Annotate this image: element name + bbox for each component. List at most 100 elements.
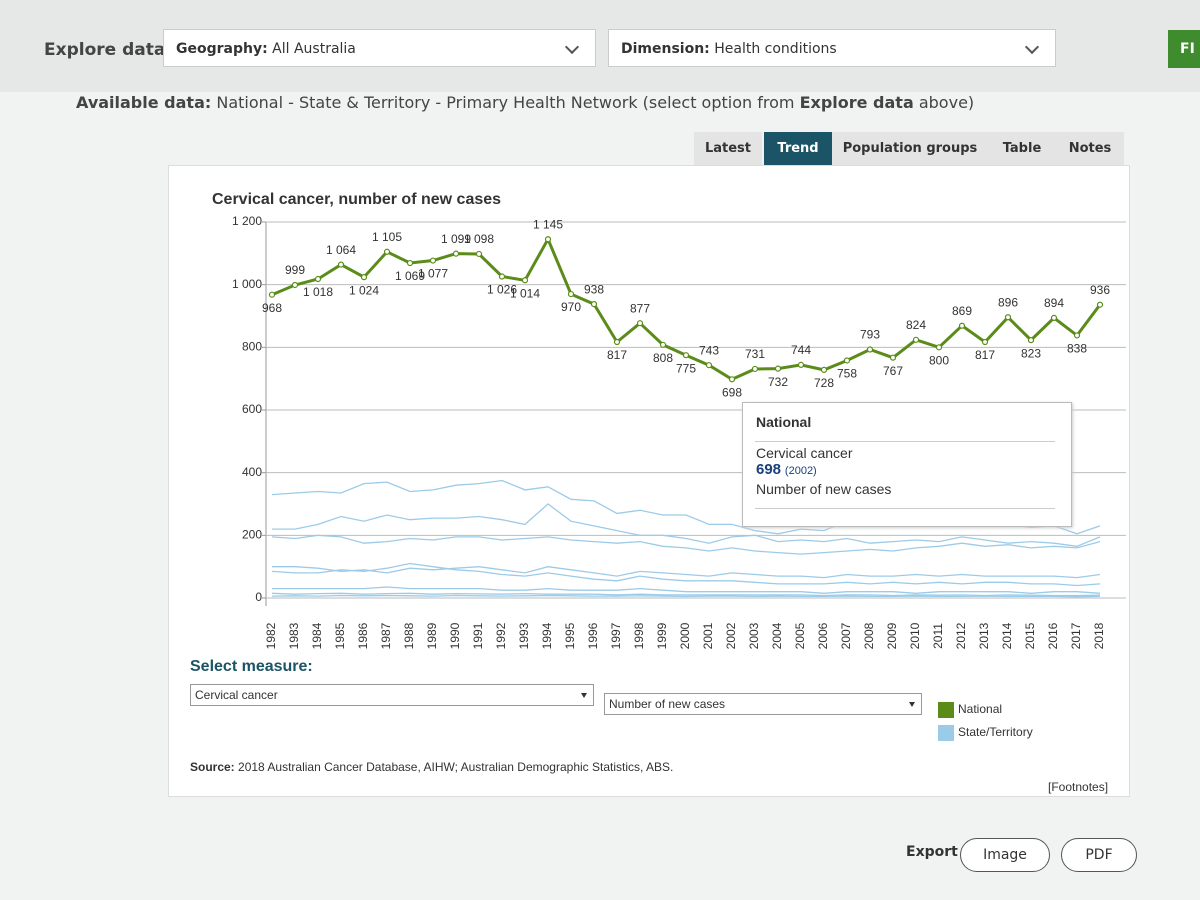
- data-label: 731: [745, 347, 765, 361]
- pdf-button[interactable]: PDF: [1061, 838, 1137, 872]
- tab[interactable]: Notes: [1056, 132, 1124, 165]
- data-label: 823: [1021, 346, 1041, 360]
- x-tick-label: 2007: [839, 622, 853, 649]
- tooltip-measure: Cervical cancer: [756, 445, 853, 461]
- point: [544, 236, 552, 243]
- data-label: 824: [906, 318, 926, 332]
- point: [797, 361, 805, 368]
- data-label: 808: [653, 351, 673, 365]
- x-tick-label: 2017: [1069, 622, 1083, 649]
- tab[interactable]: Population groups: [832, 132, 988, 165]
- point: [452, 250, 460, 257]
- point: [613, 338, 621, 346]
- point: [406, 259, 414, 267]
- text: National - State & Territory - Primary H…: [216, 93, 795, 112]
- point: [705, 362, 713, 369]
- tab[interactable]: Trend: [764, 132, 832, 165]
- legend-label: National: [958, 702, 1002, 716]
- data-label: 1 105: [372, 230, 402, 244]
- x-tick-label: 2012: [954, 622, 968, 649]
- x-tick-label: 2005: [793, 622, 807, 649]
- x-tick-label: 2000: [678, 622, 692, 649]
- legend-swatch: [938, 702, 954, 718]
- tooltip: National Cervical cancer 698 (2002) Numb…: [742, 402, 1072, 527]
- x-tick-label: 1982: [264, 622, 278, 649]
- chart-title: Cervical cancer, number of new cases: [212, 191, 501, 208]
- tab[interactable]: Latest: [694, 132, 762, 165]
- data-label: 817: [975, 348, 995, 362]
- x-tick-label: 1999: [655, 622, 669, 649]
- point: [751, 365, 759, 373]
- label: Geography:: [176, 41, 268, 57]
- point: [659, 341, 667, 348]
- value: Number of new cases: [609, 697, 726, 711]
- tail: above): [918, 93, 975, 112]
- state-line: [271, 534, 1101, 555]
- state-line: [272, 566, 1101, 579]
- point: [1004, 314, 1012, 321]
- footnotes-link[interactable]: [Footnotes]: [1048, 780, 1109, 794]
- point: [682, 352, 690, 359]
- x-tick-label: 1995: [563, 622, 577, 649]
- x-tick-label: 1989: [425, 622, 439, 649]
- x-tick-label: 1993: [517, 622, 531, 649]
- x-tick-label: 2010: [908, 622, 922, 649]
- data-label: 775: [676, 361, 696, 375]
- data-label: 1 014: [510, 286, 540, 300]
- point: [912, 336, 920, 343]
- data-label: 793: [860, 328, 880, 342]
- point: [636, 320, 644, 327]
- data-label: 1 069: [395, 269, 425, 283]
- source: Source: 2018 Australian Cancer Database,…: [190, 760, 673, 774]
- filter-button[interactable]: FI: [1168, 30, 1200, 68]
- point: [1027, 337, 1035, 344]
- tooltip-unit: Number of new cases: [756, 481, 892, 497]
- data-label: 744: [791, 343, 811, 357]
- data-label: 800: [929, 354, 949, 368]
- x-tick-label: 1997: [609, 622, 623, 649]
- point: [567, 290, 575, 298]
- tooltip-value: 698: [756, 461, 782, 478]
- data-label: 896: [998, 295, 1018, 309]
- data-label: 894: [1044, 296, 1064, 310]
- value: All Australia: [272, 41, 356, 57]
- x-tick-label: 1984: [310, 622, 324, 649]
- label: Dimension:: [621, 41, 710, 57]
- point: [475, 250, 483, 258]
- export-label: Export: [906, 844, 958, 860]
- x-tick-label: 2004: [770, 622, 784, 649]
- value: Cervical cancer: [195, 688, 278, 702]
- measure-dropdown[interactable]: Cervical cancer: [190, 684, 594, 706]
- point: [337, 261, 345, 268]
- point: [774, 365, 782, 372]
- label: Source:: [190, 760, 235, 774]
- state-line: [272, 503, 1101, 547]
- point: [268, 291, 276, 298]
- point: [1073, 332, 1081, 339]
- point: [314, 275, 322, 283]
- y-tick-label: 1 000: [232, 277, 262, 291]
- x-tick-label: 2011: [931, 623, 945, 649]
- x-tick-label: 2002: [724, 622, 738, 649]
- x-tick-label: 1987: [379, 622, 393, 649]
- point: [521, 277, 529, 284]
- x-tick-label: 2014: [1000, 622, 1014, 649]
- data-label: 838: [1067, 342, 1087, 356]
- y-tick-label: 400: [242, 465, 262, 479]
- x-tick-label: 1991: [471, 622, 485, 649]
- geography-select[interactable]: Geography: All Australia: [163, 29, 596, 67]
- data-label: 1 099: [441, 232, 471, 246]
- dimension-select[interactable]: Dimension: Health conditions: [608, 29, 1056, 67]
- image-button[interactable]: Image: [960, 838, 1050, 872]
- unit-dropdown[interactable]: Number of new cases: [604, 693, 922, 715]
- select-measure-label: Select measure:: [190, 658, 313, 675]
- tab[interactable]: Table: [988, 132, 1056, 165]
- point: [843, 357, 851, 364]
- label: Available data:: [76, 93, 212, 112]
- x-tick-label: 1994: [540, 622, 554, 649]
- data-label: 1 064: [326, 243, 356, 257]
- x-tick-label: 2001: [701, 622, 715, 649]
- data-label: 936: [1090, 283, 1110, 297]
- data-label: 743: [699, 343, 719, 357]
- y-tick-label: 800: [242, 340, 262, 354]
